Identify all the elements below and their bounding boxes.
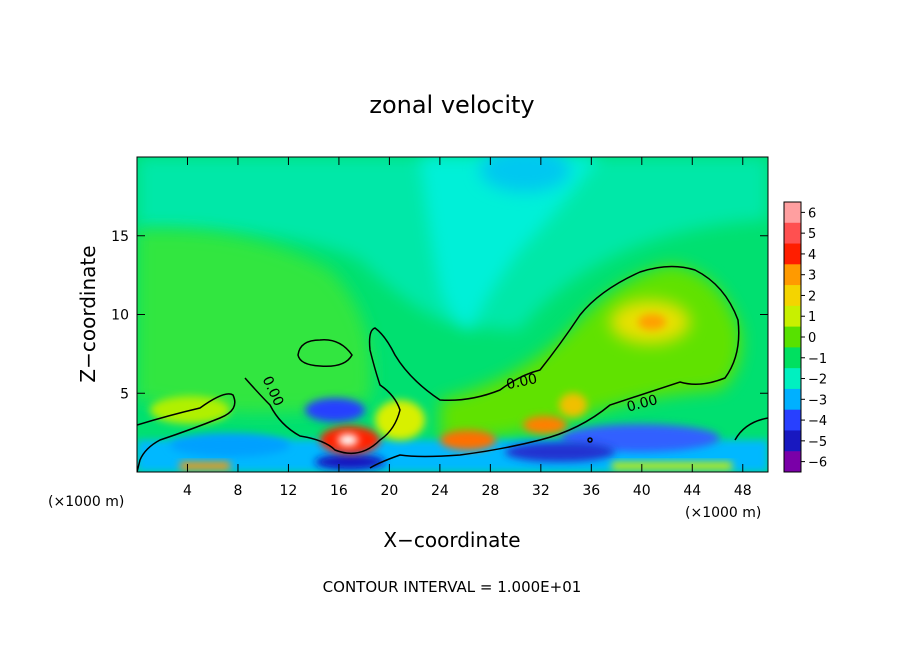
contour-right xyxy=(734,417,768,441)
colorbar-swatch xyxy=(784,326,801,348)
x-tick-label: 48 xyxy=(734,483,752,499)
colorbar-swatch xyxy=(784,305,801,328)
x-unit-label: (×1000 m) xyxy=(48,494,124,510)
orange-blob-2 xyxy=(523,416,567,434)
bottom-yellow-strip xyxy=(612,462,732,470)
x-tick-label: 4 xyxy=(183,483,192,499)
y-axis-label: Z−coordinate xyxy=(76,245,100,382)
y-tick-label: 5 xyxy=(120,386,129,402)
contour-main xyxy=(244,265,740,469)
contour-labels: 0.00 0.00 0.00 xyxy=(259,371,660,416)
colorbar-swatch xyxy=(784,368,801,390)
y-tick-label: 10 xyxy=(111,308,129,324)
field-regions xyxy=(137,157,768,472)
top-blue-patch xyxy=(480,157,570,192)
bottom-dark-blue xyxy=(315,454,385,470)
colorbar-swatch xyxy=(784,347,801,369)
colorbar-swatch xyxy=(784,264,801,286)
orange-blob-1 xyxy=(440,430,496,450)
x-tick-label: 24 xyxy=(431,483,449,499)
colorbar-swatch xyxy=(784,202,801,224)
x-unit-label-right: (×1000 m) xyxy=(685,505,761,521)
white-core xyxy=(338,434,358,446)
x-tick-label: 32 xyxy=(532,483,550,499)
colorbar-label: 1 xyxy=(808,310,816,325)
x-tick-label: 40 xyxy=(633,483,651,499)
yellow-blob xyxy=(559,393,587,417)
contour-interval-note: CONTOUR INTERVAL = 1.000E+01 xyxy=(323,578,582,596)
x-tick-label: 36 xyxy=(582,483,600,499)
colorbar-swatch xyxy=(784,243,801,265)
left-green-body xyxy=(137,229,372,414)
x-axis-label: X−coordinate xyxy=(383,528,520,552)
zero-contours xyxy=(137,265,768,472)
x-tick-label: 8 xyxy=(233,483,242,499)
colorbar-label: −2 xyxy=(808,373,827,388)
colorbar-swatch xyxy=(784,222,801,245)
colorbar-swatch xyxy=(784,430,801,452)
x-tick-label: 12 xyxy=(280,483,298,499)
contour-label: 0.00 xyxy=(625,392,659,416)
x-axis: 4 8 12 16 20 24 28 32 36 40 44 48 xyxy=(183,157,752,499)
colorbar-label: −6 xyxy=(808,456,827,471)
colorbar: 6 5 4 3 2 1 0 −1 −2 −3 −4 −5 −6 xyxy=(783,201,827,473)
colorbar-swatch xyxy=(784,409,801,431)
plot-area xyxy=(137,157,768,472)
colorbar-label: −4 xyxy=(808,414,827,429)
colorbar-label: 4 xyxy=(808,248,816,263)
chart-title: zonal velocity xyxy=(369,91,534,119)
x-tick-label: 28 xyxy=(481,483,499,499)
contour-label: 0.00 xyxy=(505,371,539,393)
colorbar-label: −3 xyxy=(808,393,827,408)
colorbar-label: −1 xyxy=(808,352,827,367)
bottom-orange-strip xyxy=(180,462,230,470)
colorbar-swatch xyxy=(784,451,801,473)
colorbar-label: 6 xyxy=(808,206,816,221)
colorbar-swatch xyxy=(784,388,801,411)
colorbar-label: 3 xyxy=(808,269,816,284)
colorbar-swatch xyxy=(784,285,801,307)
mid-yellow-blob xyxy=(375,400,425,440)
far-left-blue xyxy=(170,433,290,457)
contour-dot xyxy=(587,437,593,443)
x-tick-label: 20 xyxy=(380,483,398,499)
x-tick-label: 44 xyxy=(683,483,701,499)
y-axis: 5 10 15 xyxy=(111,229,768,402)
right-blue-patch xyxy=(560,424,720,452)
colorbar-label: 0 xyxy=(808,331,816,346)
y-tick-label: 15 xyxy=(111,229,129,245)
colorbar-label: 2 xyxy=(808,289,816,304)
mid-blue-patch xyxy=(505,442,615,462)
contour-closed-loop xyxy=(297,339,353,368)
contour-left xyxy=(137,393,236,472)
upper-right-orange xyxy=(638,314,666,330)
colorbar-label: 5 xyxy=(808,227,816,242)
left-blue-vortex xyxy=(305,398,365,422)
cyan-plume xyxy=(420,157,600,330)
colorbar-label: −5 xyxy=(808,435,827,450)
x-tick-label: 16 xyxy=(330,483,348,499)
